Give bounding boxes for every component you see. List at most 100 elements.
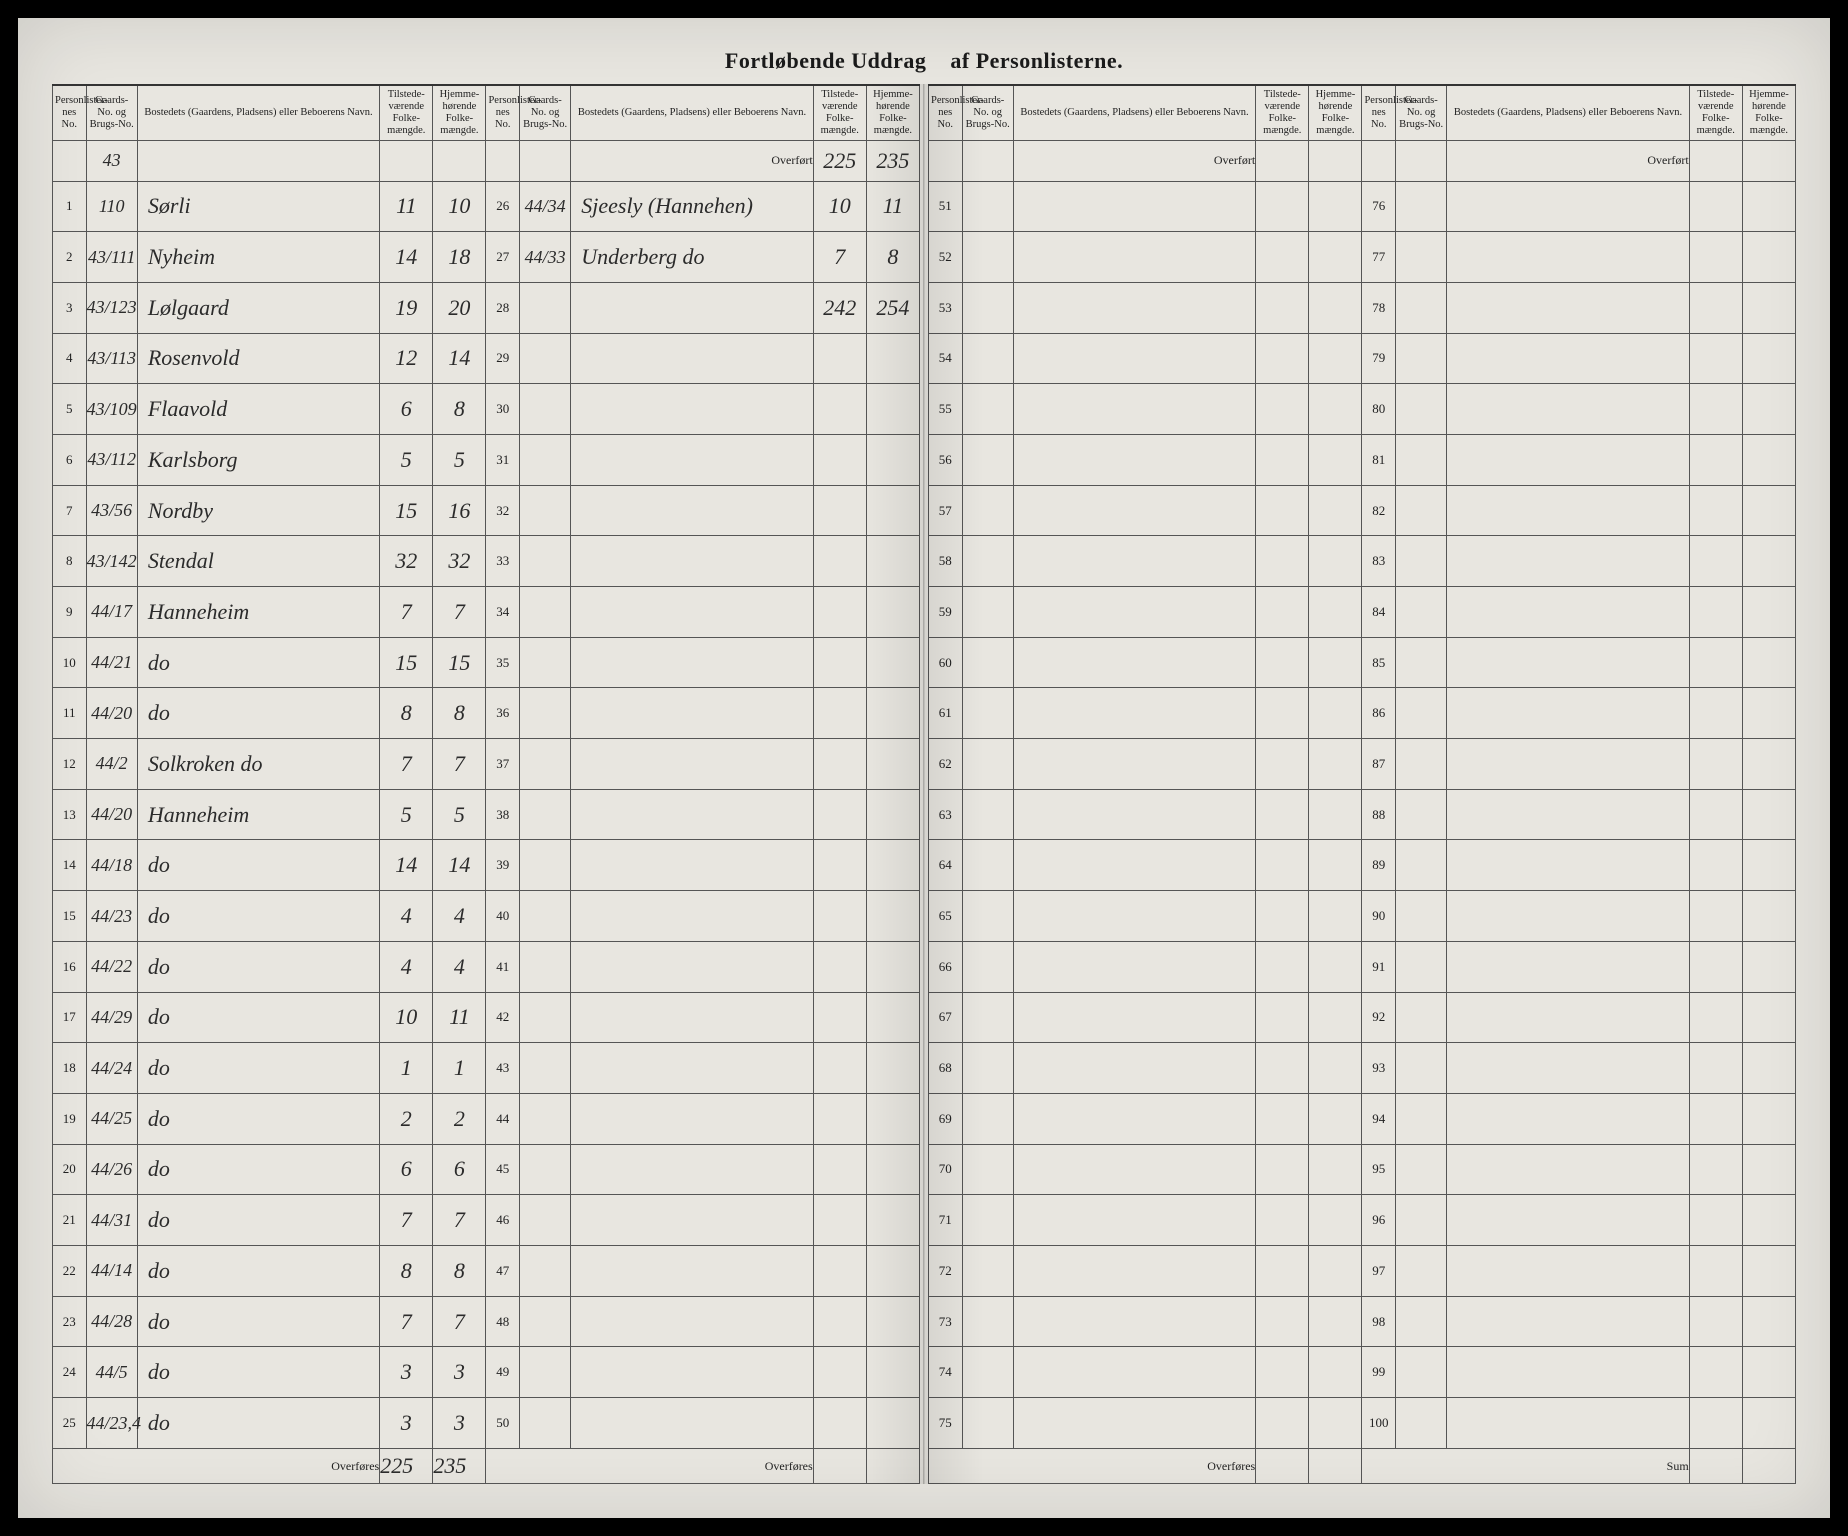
cell-gaard: [1396, 333, 1447, 384]
cell-hjem: [866, 637, 919, 688]
cell-bosted: Sørli: [137, 181, 379, 232]
cell-bosted: [571, 536, 813, 587]
cell-hjem: 2: [433, 1093, 486, 1144]
row-number: 15: [53, 891, 87, 942]
cell-hjem: [866, 434, 919, 485]
table-row: 2144/31do7746: [53, 1195, 920, 1246]
row-number: 94: [1362, 1093, 1396, 1144]
cell-bosted: do: [137, 637, 379, 688]
cell-hjem: [1742, 1093, 1795, 1144]
cell-bosted: [571, 1347, 813, 1398]
cell-bosted: [1447, 282, 1689, 333]
cell-bosted: [1013, 1398, 1255, 1449]
cell-gaard: [1396, 1398, 1447, 1449]
row-number: 47: [486, 1245, 520, 1296]
cell-bosted: [1013, 587, 1255, 638]
cell-gaard: 43/56: [86, 485, 137, 536]
cell-bosted: [1013, 333, 1255, 384]
cell-hjem: 5: [433, 434, 486, 485]
row-number: 66: [929, 941, 963, 992]
ledger-left: Personlister-nes No. Gaards-No. og Brugs…: [52, 84, 920, 1484]
cell-bosted: Nyheim: [137, 232, 379, 283]
cell-hjem: [866, 536, 919, 587]
col-bosted: Bostedets (Gaardens, Pladsens) eller Beb…: [1013, 85, 1255, 141]
cell-gaard: [1396, 891, 1447, 942]
cell-gaard: 43/109: [86, 384, 137, 435]
cell-tilst: 12: [380, 333, 433, 384]
cell-tilst: [1256, 1245, 1309, 1296]
cell-gaard: [1396, 384, 1447, 435]
row-number: 48: [486, 1296, 520, 1347]
cell-tilst: [1256, 434, 1309, 485]
cell-bosted: do: [137, 688, 379, 739]
row-number: 12: [53, 739, 87, 790]
cell-bosted: [571, 891, 813, 942]
cell-bosted: [1447, 739, 1689, 790]
cell-hjem: 7: [433, 739, 486, 790]
cell-gaard: [962, 688, 1013, 739]
cell-tilst: 8: [380, 688, 433, 739]
cell-hjem: [1309, 637, 1362, 688]
cell-gaard: 43/142: [86, 536, 137, 587]
cell-bosted: [1447, 434, 1689, 485]
cell-tilst: [813, 891, 866, 942]
row-number: 26: [486, 181, 520, 232]
cell-bosted: [1447, 232, 1689, 283]
table-row: 2544/23,4do3350: [53, 1398, 920, 1449]
cell-tilst: [1689, 1296, 1742, 1347]
cell-gaard: [1396, 840, 1447, 891]
cell-hjem: [1742, 1043, 1795, 1094]
row-number: 49: [486, 1347, 520, 1398]
cell-gaard: [1396, 485, 1447, 536]
cell-tilst: 5: [380, 789, 433, 840]
cell-gaard: [962, 941, 1013, 992]
cell-empty: [486, 141, 520, 181]
cell-bosted: [571, 434, 813, 485]
cell-gaard: [1396, 1195, 1447, 1246]
row-number: 84: [1362, 587, 1396, 638]
cell-tilst: 7: [380, 1296, 433, 1347]
row-number: 75: [929, 1398, 963, 1449]
cell-bosted: Lølgaard: [137, 282, 379, 333]
cell-hjem: [866, 333, 919, 384]
cell-bosted: do: [137, 992, 379, 1043]
row-number: 25: [53, 1398, 87, 1449]
table-row: 1544/23do4440: [53, 891, 920, 942]
row-number: 52: [929, 232, 963, 283]
cell-hjem: [1742, 739, 1795, 790]
cell-tilst: 242: [813, 282, 866, 333]
cell-hjem: [1742, 1144, 1795, 1195]
cell-gaard: [962, 434, 1013, 485]
row-number: 64: [929, 840, 963, 891]
cell-gaard: 44/17: [86, 587, 137, 638]
overfort-tilst: [1256, 141, 1309, 181]
overfort-tilst: 225: [813, 141, 866, 181]
row-number: 81: [1362, 434, 1396, 485]
cell-hjem: [1742, 536, 1795, 587]
table-row: 5681: [929, 434, 1796, 485]
cell-gaard: [1396, 1245, 1447, 1296]
cell-gaard: [1396, 789, 1447, 840]
cell-hjem: 10: [433, 181, 486, 232]
cell-bosted: [1447, 840, 1689, 891]
row-number: 83: [1362, 536, 1396, 587]
cell-hjem: 18: [433, 232, 486, 283]
row-number: 77: [1362, 232, 1396, 283]
cell-tilst: [813, 485, 866, 536]
row-number: 7: [53, 485, 87, 536]
cell-hjem: 8: [866, 232, 919, 283]
cell-gaard: 44/2: [86, 739, 137, 790]
cell-gaard: [962, 1144, 1013, 1195]
cell-hjem: [866, 1093, 919, 1144]
table-row: 1844/24do1143: [53, 1043, 920, 1094]
cell-hjem: 4: [433, 941, 486, 992]
row-number: 79: [1362, 333, 1396, 384]
cell-bosted: [571, 688, 813, 739]
cell-gaard: 44/23,4: [86, 1398, 137, 1449]
row-number: 9: [53, 587, 87, 638]
cell-tilst: [1689, 941, 1742, 992]
cell-gaard: [1396, 282, 1447, 333]
cell-gaard: 44/24: [86, 1043, 137, 1094]
cell-gaard: [962, 587, 1013, 638]
overfort-tilst: [380, 141, 433, 181]
